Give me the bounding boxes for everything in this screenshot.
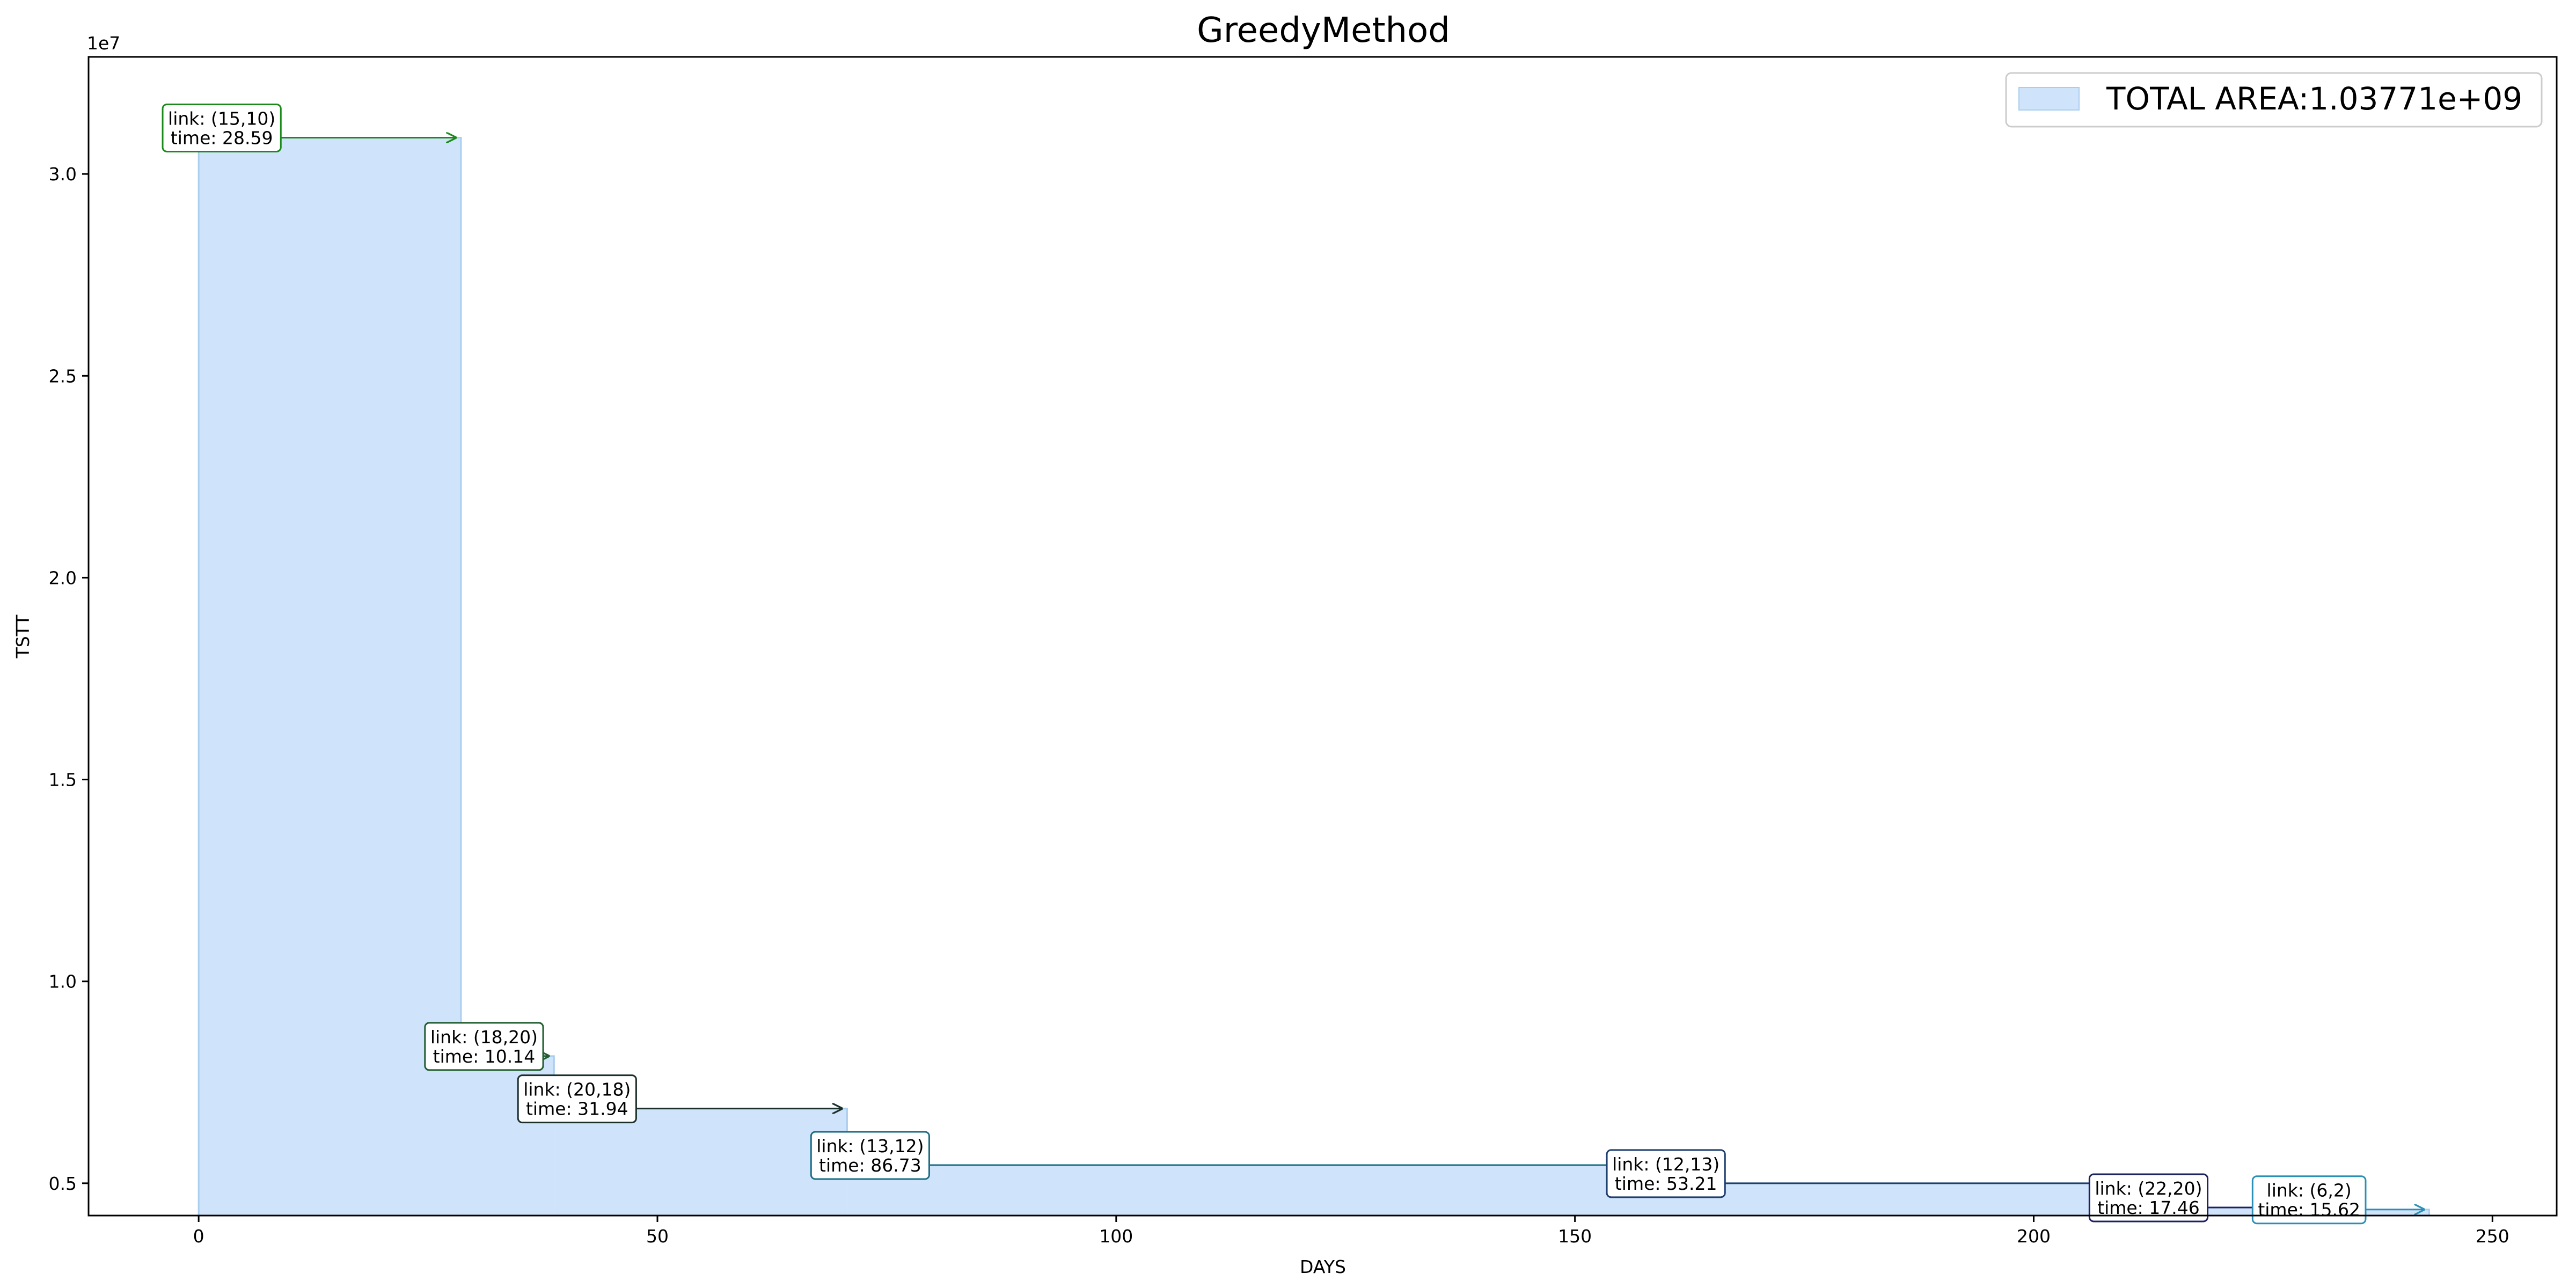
annotation-3: link: (13,12)time: 86.73 <box>810 1131 1637 1180</box>
annotation-box <box>162 103 282 152</box>
annotation-5: link: (22,20)time: 17.46 <box>2088 1173 2280 1223</box>
annotation-box <box>1606 1149 1726 1198</box>
legend-label: TOTAL AREA:1.03771e+09 <box>2106 80 2522 117</box>
y-tick-label: 0.5 <box>49 1173 77 1194</box>
annotation-label: time: 28.59 <box>171 127 273 148</box>
chart-title: GreedyMethod <box>1197 11 1450 50</box>
x-tick-label: 150 <box>1558 1226 1592 1247</box>
annotation-6: link: (6,2)time: 15.62 <box>2251 1175 2424 1225</box>
annotation-box <box>517 1074 637 1124</box>
y-axis: 0.5 1.0 1.5 2.0 2.5 3.0 <box>49 164 89 1194</box>
annotation-label: link: (6,2) <box>2267 1180 2352 1201</box>
legend-swatch <box>2018 87 2080 111</box>
annotation-label: link: (22,20) <box>2095 1178 2202 1199</box>
plot-frame <box>87 56 2558 1217</box>
y-axis-label: TSTT <box>12 614 33 659</box>
annotation-label: link: (20,18) <box>523 1079 631 1100</box>
annotation-label: link: (18,20) <box>430 1027 538 1048</box>
annotation-label: time: 17.46 <box>2097 1197 2200 1218</box>
annotation-label: time: 31.94 <box>526 1099 628 1119</box>
x-axis: 0 50 100 150 200 250 <box>193 1216 2509 1247</box>
annotation-label: time: 86.73 <box>819 1155 921 1176</box>
x-tick-label: 200 <box>2017 1226 2051 1247</box>
y-tick-label: 1.0 <box>49 971 77 992</box>
y-tick-label: 1.5 <box>49 770 77 791</box>
y-tick-label: 3.0 <box>49 164 77 185</box>
annotation-label: link: (13,12) <box>816 1136 924 1157</box>
annotation-label: time: 15.62 <box>2258 1199 2360 1220</box>
x-tick-label: 250 <box>2476 1226 2509 1247</box>
annotation-label: time: 53.21 <box>1615 1173 1717 1194</box>
annotation-box <box>2088 1173 2209 1223</box>
area-step-3 <box>847 1165 1643 1216</box>
area-step-2 <box>554 1108 847 1216</box>
area-step-0 <box>199 137 461 1216</box>
x-tick-label: 0 <box>193 1226 204 1247</box>
annotation-4: link: (12,13)time: 53.21 <box>1606 1149 2126 1198</box>
annotation-label: time: 10.14 <box>433 1046 536 1067</box>
annotation-1: link: (18,20)time: 10.14 <box>424 1022 548 1071</box>
x-axis-label: DAYS <box>1300 1256 1346 1277</box>
annotation-label: link: (15,10) <box>168 108 275 129</box>
annotation-2: link: (20,18)time: 31.94 <box>517 1074 841 1124</box>
y-tick-label: 2.5 <box>49 365 77 386</box>
annotation-box <box>810 1131 930 1180</box>
y-offset-label: 1e7 <box>87 33 120 54</box>
annotation-box <box>424 1022 544 1071</box>
x-tick-label: 100 <box>1099 1226 1133 1247</box>
annotation-0: link: (15,10)time: 28.59 <box>162 103 456 152</box>
legend-frame <box>2005 72 2543 128</box>
legend: TOTAL AREA:1.03771e+09 <box>2005 72 2543 128</box>
x-tick-label: 50 <box>646 1226 669 1247</box>
y-tick-label: 2.0 <box>49 567 77 588</box>
annotation-label: link: (12,13) <box>1612 1154 1719 1175</box>
annotation-box <box>2251 1175 2367 1225</box>
